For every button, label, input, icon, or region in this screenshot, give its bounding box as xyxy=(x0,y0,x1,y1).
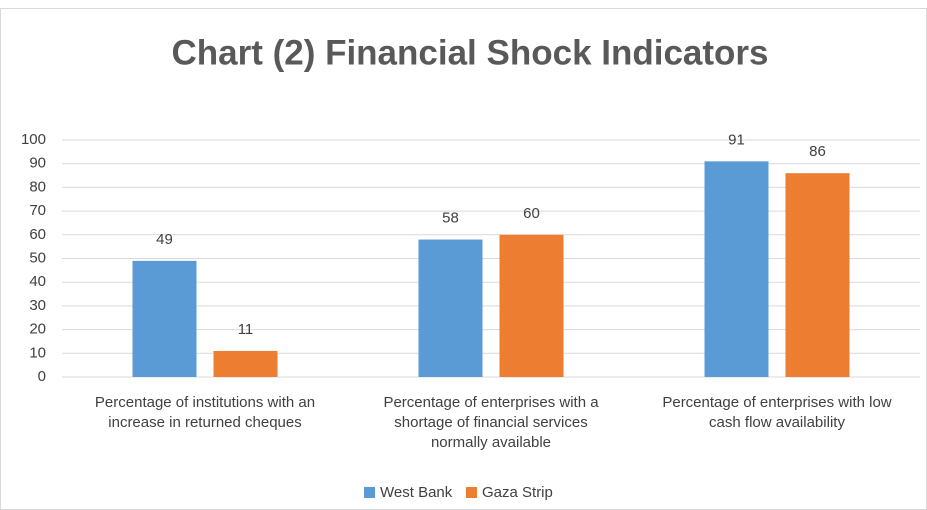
bar xyxy=(132,260,197,377)
bar xyxy=(213,350,278,377)
data-label: 91 xyxy=(728,131,745,148)
data-label: 60 xyxy=(523,205,540,222)
y-tick-label: 20 xyxy=(29,321,46,338)
x-tick-label: Percentage of enterprises with a shortag… xyxy=(383,394,599,451)
data-label: 11 xyxy=(238,321,254,338)
y-tick-label: 60 xyxy=(29,226,46,243)
y-tick-label: 40 xyxy=(29,273,46,290)
bar xyxy=(418,239,483,377)
y-tick-label: 80 xyxy=(29,178,46,195)
x-tick-label: Percentage of enterprises with low cash … xyxy=(662,394,892,431)
y-tick-label: 90 xyxy=(29,155,46,172)
legend-label: West Bank xyxy=(380,484,453,501)
x-tick-label: Percentage of institutions with an incre… xyxy=(94,394,316,431)
y-tick-label: 50 xyxy=(29,249,46,266)
legend-swatch xyxy=(364,487,375,498)
y-tick-label: 70 xyxy=(29,202,46,219)
data-label: 49 xyxy=(156,231,173,248)
y-tick-label: 100 xyxy=(21,131,46,148)
bar xyxy=(499,234,564,377)
y-tick-label: 30 xyxy=(29,297,46,314)
bar xyxy=(704,161,769,377)
bar xyxy=(785,173,850,377)
legend-swatch xyxy=(466,487,477,498)
chart-title: Chart (2) Financial Shock Indicators xyxy=(171,33,768,72)
y-tick-label: 0 xyxy=(38,368,46,385)
legend-label: Gaza Strip xyxy=(482,484,553,501)
data-label: 86 xyxy=(809,143,826,160)
y-tick-label: 10 xyxy=(29,344,46,361)
data-label: 58 xyxy=(442,210,459,227)
